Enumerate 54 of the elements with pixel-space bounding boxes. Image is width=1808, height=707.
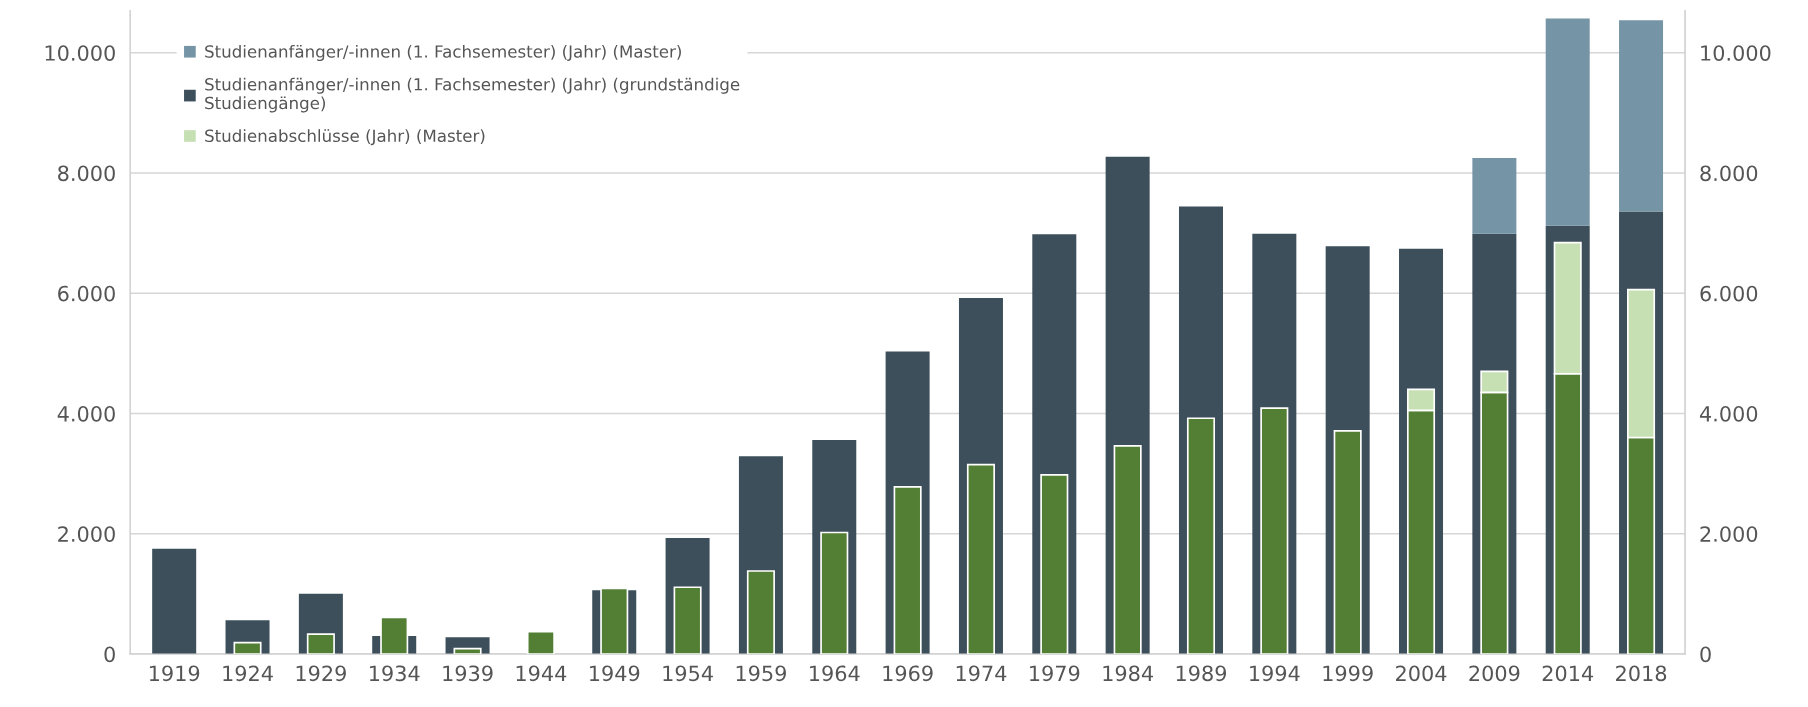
bar [673,586,702,654]
y-tick-label: 8.000 [58,165,115,182]
x-tick-label: 1984 [1103,665,1153,682]
y2-tick-label: 8.000 [1700,165,1758,182]
bar [453,647,482,654]
bar [1040,473,1069,654]
x-tick-label: 1939 [443,665,493,682]
y2-tick-label: 6.000 [1700,285,1758,302]
x-tick-label: 1934 [369,665,420,682]
x-tick-label: 1979 [1030,665,1080,682]
y2-tick-label: 10.000 [1701,45,1771,61]
legend-label: Studienanfänger/-innen (1. Fachsemester) (Jahr) (grundständige Studiengänge) [205,77,740,113]
x-tick-label: 1949 [590,665,640,682]
y2-tick-label: 0 [1700,646,1711,663]
x-tick-label: 1964 [810,665,860,682]
bar [746,570,775,654]
y-tick-label: 4.000 [57,405,115,422]
y-tick-label: 0 [104,646,115,663]
x-tick-label: 1969 [883,665,933,682]
x-tick-label: 1944 [516,665,567,682]
bar [1545,18,1590,226]
bar [233,641,262,654]
x-tick-label: 1974 [956,665,1007,682]
y2-tick-label: 4.000 [1699,405,1758,422]
y2-tick-label: 2.000 [1700,526,1758,542]
x-tick-label: 1959 [736,665,786,682]
x-tick-label: 1919 [149,665,200,682]
y-tick-label: 6.000 [58,285,115,302]
bar [1333,430,1362,654]
y-tick-label: 10.000 [45,45,115,61]
x-tick-label: 2018 [1616,665,1667,682]
bar [820,531,849,654]
x-tick-label: 1999 [1323,665,1373,682]
x-tick-label: 2004 [1396,665,1447,682]
x-tick-label: 2014 [1542,665,1594,682]
bar [893,485,922,654]
bar [1186,417,1216,654]
legend-label: Studienanfänger/-innen (1. Fachsemester) (Jahr) (Master) [205,44,681,62]
bar [966,463,995,654]
bar [152,548,197,654]
x-tick-label: 1954 [663,665,713,682]
x-tick-label: 1994 [1250,665,1300,682]
bar [526,630,555,654]
bar [306,633,335,654]
bar [1472,157,1517,234]
bar [1113,445,1142,654]
legend-label: Studienabschlüsse (Jahr) (Master) [205,129,485,146]
y-tick-label: 2.000 [58,526,115,542]
bar [1619,20,1664,212]
x-tick-label: 1924 [223,665,273,682]
x-tick-label: 1989 [1176,665,1227,682]
bar [1260,407,1289,654]
x-tick-label: 2009 [1469,665,1520,682]
x-tick-label: 1929 [296,665,346,682]
